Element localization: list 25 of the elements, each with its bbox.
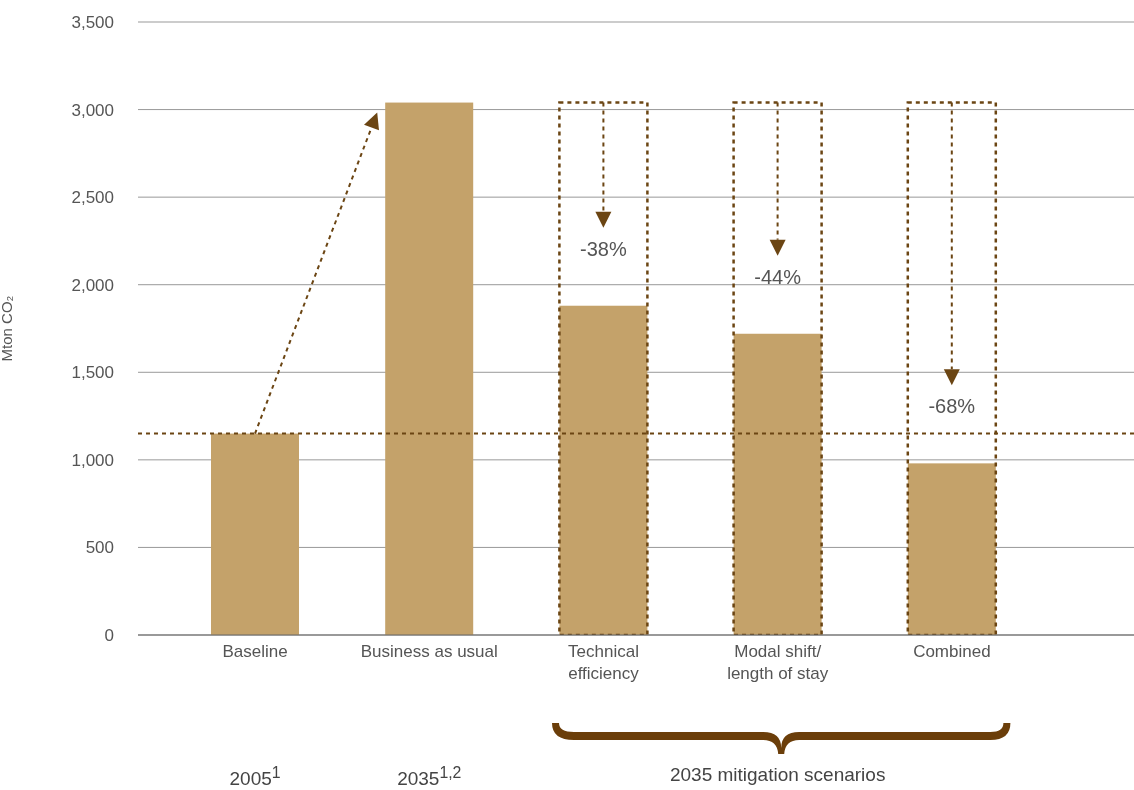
bar xyxy=(211,433,299,635)
annotation: -68% xyxy=(928,395,976,418)
y-axis-title: Mton CO₂ xyxy=(0,295,15,362)
text: 2005$^{1}$ xyxy=(229,764,281,790)
y-tick-label: 0 xyxy=(104,626,114,646)
y-tick-label: 2,000 xyxy=(71,275,114,295)
y-tick-label: 2,500 xyxy=(71,188,114,208)
bar xyxy=(559,305,648,635)
text: 2035$^{1,2}$ xyxy=(396,764,463,790)
bar xyxy=(733,333,822,635)
annotation: -38% xyxy=(580,237,627,260)
y-tick-label: 1,500 xyxy=(71,363,114,383)
y-tick-label: 3,500 xyxy=(71,13,114,33)
y-tick-label: 500 xyxy=(85,538,114,558)
y-tick-label: 3,000 xyxy=(71,100,114,120)
text: 2035 mitigation scenarios xyxy=(668,764,887,786)
x-tick-label: Technical efficiency xyxy=(568,642,640,683)
x-tick-label: Combined xyxy=(913,642,991,661)
y-tick-label: 1,000 xyxy=(71,450,114,470)
x-tick-label: Modal shift/ length of stay xyxy=(727,642,829,683)
annotation: -44% xyxy=(754,265,802,288)
x-tick-label: Business as usual xyxy=(360,642,498,661)
bar xyxy=(907,463,996,635)
bar xyxy=(385,102,474,635)
x-tick-label: Baseline xyxy=(222,642,288,661)
